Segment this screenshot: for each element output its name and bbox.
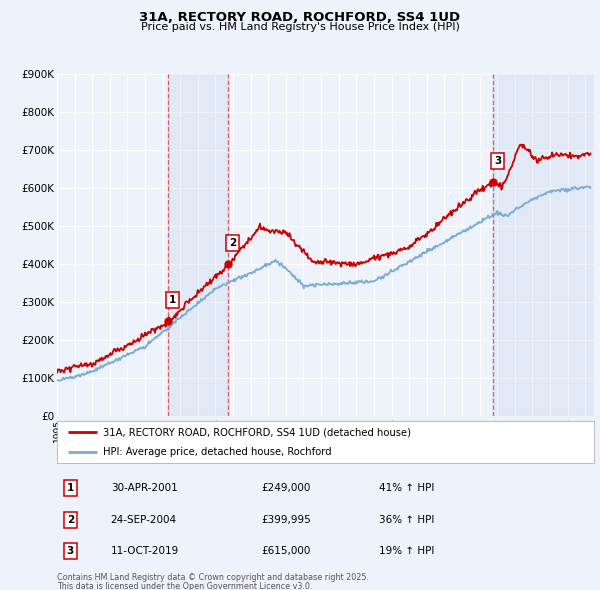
Text: 41% ↑ HPI: 41% ↑ HPI: [379, 483, 434, 493]
Text: 19% ↑ HPI: 19% ↑ HPI: [379, 546, 434, 556]
Text: £249,000: £249,000: [261, 483, 310, 493]
Text: £399,995: £399,995: [261, 515, 311, 525]
Text: 24-SEP-2004: 24-SEP-2004: [111, 515, 177, 525]
Text: Price paid vs. HM Land Registry's House Price Index (HPI): Price paid vs. HM Land Registry's House …: [140, 22, 460, 32]
Text: 11-OCT-2019: 11-OCT-2019: [111, 546, 179, 556]
Text: £615,000: £615,000: [261, 546, 310, 556]
Text: 30-APR-2001: 30-APR-2001: [111, 483, 178, 493]
Text: HPI: Average price, detached house, Rochford: HPI: Average price, detached house, Roch…: [103, 447, 331, 457]
Text: 31A, RECTORY ROAD, ROCHFORD, SS4 1UD: 31A, RECTORY ROAD, ROCHFORD, SS4 1UD: [139, 11, 461, 24]
Bar: [169, 74, 229, 416]
Bar: [493, 74, 594, 416]
Text: 31A, RECTORY ROAD, ROCHFORD, SS4 1UD (detached house): 31A, RECTORY ROAD, ROCHFORD, SS4 1UD (de…: [103, 427, 410, 437]
Text: 1: 1: [169, 296, 176, 306]
Text: 1: 1: [67, 483, 74, 493]
Text: 3: 3: [494, 156, 502, 166]
Text: Contains HM Land Registry data © Crown copyright and database right 2025.: Contains HM Land Registry data © Crown c…: [57, 573, 369, 582]
Text: 2: 2: [229, 238, 236, 248]
Text: 3: 3: [67, 546, 74, 556]
Text: 2: 2: [67, 515, 74, 525]
Text: This data is licensed under the Open Government Licence v3.0.: This data is licensed under the Open Gov…: [57, 582, 313, 590]
Text: 36% ↑ HPI: 36% ↑ HPI: [379, 515, 434, 525]
